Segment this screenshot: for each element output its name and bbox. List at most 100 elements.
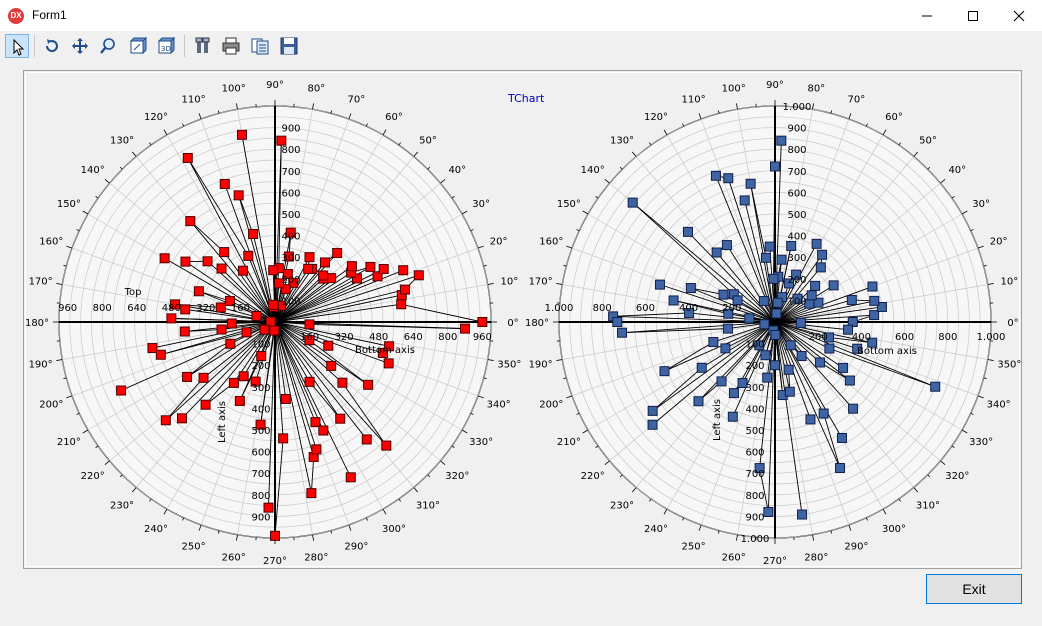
angle-label: 300°: [882, 524, 906, 535]
series-connector: [759, 467, 769, 513]
data-point-marker: [762, 372, 773, 383]
polar-tick: [961, 210, 968, 215]
polar-tick: [717, 110, 720, 114]
data-point-marker: [783, 364, 794, 375]
series-line: [632, 202, 776, 323]
data-point-marker: [776, 254, 787, 265]
polar-tick: [736, 103, 738, 110]
move-button[interactable]: [68, 34, 92, 58]
tchart-canvas[interactable]: TChart 0° 10° 20° 30° 40° 50° 60° 70° 80° 90° 100°…: [24, 71, 1021, 568]
app-icon: DX: [8, 8, 24, 24]
depth-button[interactable]: [126, 34, 150, 58]
rotate-button[interactable]: [40, 34, 64, 58]
series-line: [274, 275, 378, 323]
close-button[interactable]: [996, 0, 1042, 31]
polar-tick: [951, 196, 955, 199]
polar-tick: [582, 429, 589, 434]
data-point-marker: [848, 403, 859, 414]
polar-tick: [848, 524, 852, 531]
data-point-marker: [326, 360, 337, 371]
polar-spoke: [274, 182, 441, 323]
polar-spoke: [774, 321, 988, 360]
radius-label-lower: 800: [745, 491, 764, 502]
series-line: [274, 268, 313, 323]
data-point-marker: [723, 308, 734, 319]
series-line: [659, 284, 776, 323]
view-3d-button[interactable]: 3D: [154, 34, 178, 58]
chart-title: TChart: [507, 92, 545, 105]
copy-button[interactable]: [248, 34, 272, 58]
data-point-marker: [182, 152, 193, 163]
data-point-marker: [250, 376, 261, 387]
series-line: [274, 268, 309, 323]
series-connector: [184, 329, 222, 332]
data-point-marker: [654, 279, 665, 290]
series-connector: [773, 166, 776, 279]
exit-button[interactable]: Exit: [926, 574, 1022, 604]
polar-tick: [163, 129, 168, 136]
3d-depth-icon: [129, 37, 147, 55]
radius-label-lower: 1.000: [741, 534, 770, 545]
data-point-marker: [477, 317, 488, 327]
series-line: [774, 299, 852, 323]
angle-label: 190°: [29, 359, 53, 370]
series-line: [242, 270, 276, 323]
series-line: [274, 268, 384, 323]
data-point-marker: [867, 281, 878, 292]
maximize-button[interactable]: [950, 0, 996, 31]
angle-label: 110°: [182, 94, 206, 105]
series-line: [774, 306, 883, 323]
series-line: [774, 321, 821, 363]
horizontal-axis-label: 800: [93, 303, 112, 314]
data-point-marker: [708, 337, 719, 348]
series-line: [774, 321, 858, 350]
radius-label-upper: 400: [787, 232, 806, 243]
left-axis-title: Left axis: [712, 399, 723, 441]
save-button[interactable]: [277, 34, 301, 58]
pointer-button[interactable]: [5, 34, 29, 58]
angle-label: 70°: [848, 94, 866, 105]
polar-spoke: [635, 321, 776, 488]
data-point-marker: [696, 362, 707, 373]
series-line: [268, 321, 276, 508]
data-point-marker: [718, 289, 729, 300]
angle-label: 70°: [348, 94, 366, 105]
polar-tick: [736, 534, 738, 541]
horizontal-axis-label: 600: [636, 303, 655, 314]
polar-tick: [961, 429, 968, 434]
series-line: [274, 303, 402, 323]
data-point-marker: [234, 395, 245, 406]
polar-tick: [236, 103, 238, 110]
series-connector: [165, 377, 204, 421]
data-point-marker: [716, 376, 727, 387]
radius-label-lower: 600: [251, 448, 270, 459]
polar-tick: [682, 123, 685, 127]
polar-tick: [66, 395, 73, 399]
polar-tick: [604, 178, 610, 184]
polar-tick: [413, 487, 419, 493]
zoom-button[interactable]: [96, 34, 120, 58]
angle-label: 200°: [39, 399, 63, 410]
series-connector: [829, 348, 936, 388]
polar-tick: [470, 229, 474, 232]
series-line: [774, 286, 873, 323]
window-titlebar: DX Form1: [0, 0, 1042, 31]
minimize-button[interactable]: [904, 0, 950, 31]
polar-tick: [236, 534, 238, 541]
angle-label: 60°: [885, 112, 903, 123]
data-point-marker: [383, 358, 394, 369]
polar-tick: [56, 359, 63, 361]
data-point-marker: [200, 399, 211, 410]
horizontal-axis-label: 160: [231, 303, 250, 314]
series-line: [744, 200, 776, 323]
polar-tick: [95, 445, 99, 448]
edit-chart-button[interactable]: [191, 34, 215, 58]
print-button[interactable]: [219, 34, 243, 58]
polar-tick: [82, 210, 89, 215]
radius-label-lower: 100: [745, 340, 764, 351]
data-point-marker: [399, 284, 410, 295]
series-line: [664, 321, 776, 372]
series-connector: [160, 331, 247, 356]
data-point-marker: [224, 296, 235, 307]
polar-tick: [812, 534, 814, 541]
